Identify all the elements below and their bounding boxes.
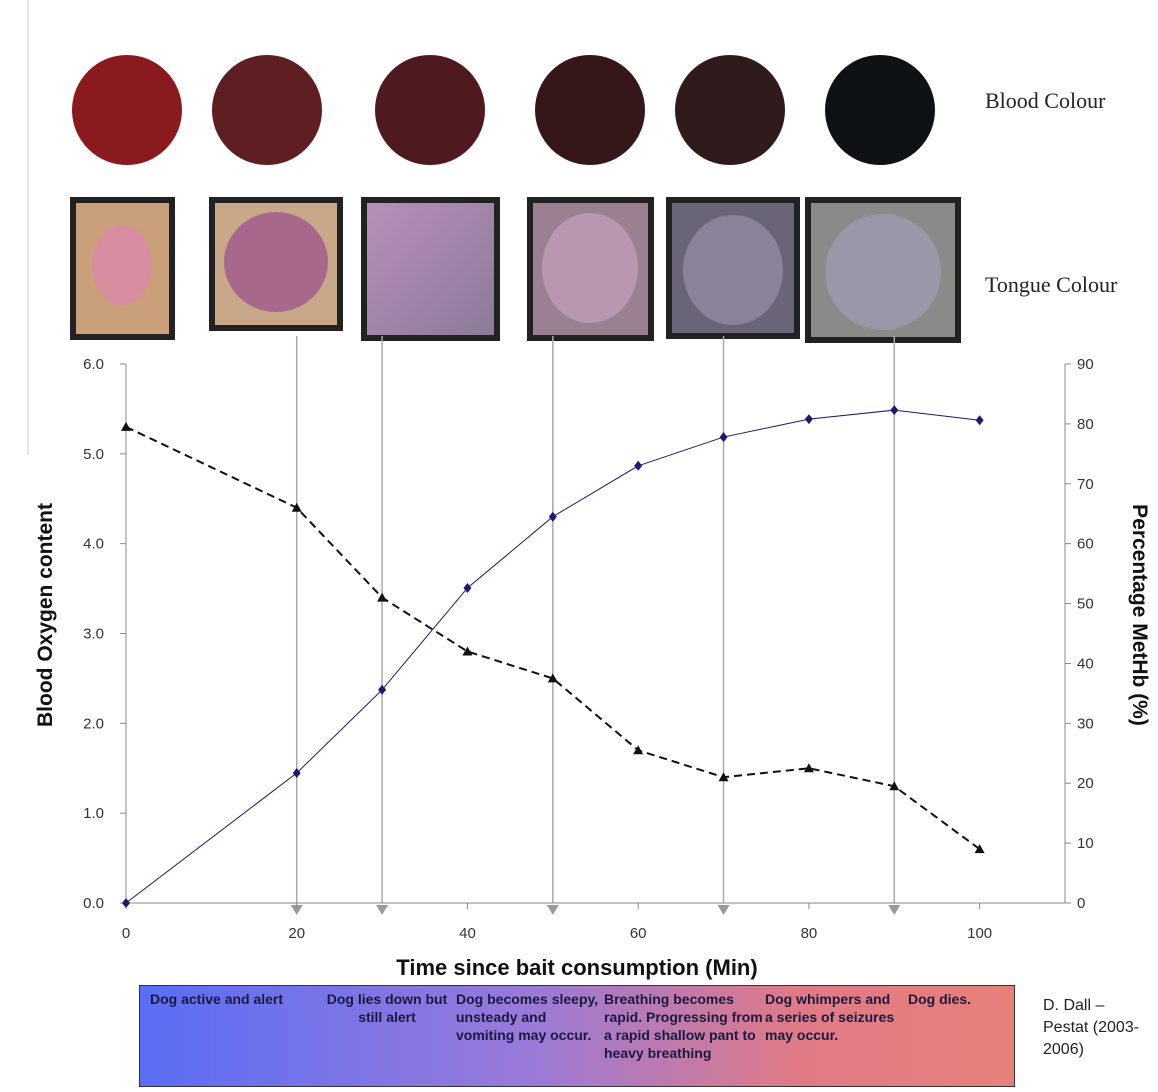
- y-tick-label: 0.0: [83, 895, 104, 912]
- stage-text: Dog whimpers and a series of seizures ma…: [765, 991, 895, 1043]
- x-tick-label: 60: [630, 925, 647, 942]
- series-marker: [377, 592, 388, 602]
- y2-tick-label: 50: [1077, 596, 1094, 613]
- series-marker: [633, 745, 644, 755]
- stage-text: Dog becomes sleepy, unsteady and vomitin…: [456, 991, 599, 1043]
- reference-marker: [717, 905, 730, 915]
- blood-circle: [535, 55, 645, 165]
- series-marker: [463, 582, 472, 593]
- blood-circle: [375, 55, 485, 165]
- series-marker: [547, 673, 558, 683]
- x-tick-label: 100: [967, 925, 992, 942]
- y2-tick-label: 30: [1077, 715, 1094, 732]
- x-axis-title: Time since bait consumption (Min): [396, 955, 757, 980]
- y2-tick-label: 90: [1077, 356, 1094, 373]
- series-marker: [121, 421, 131, 431]
- x-tick-label: 80: [801, 925, 818, 942]
- series-marker: [378, 684, 387, 695]
- y-axis-title: Blood Oxygen content: [34, 503, 57, 727]
- series-marker: [974, 844, 985, 854]
- reference-marker: [376, 905, 389, 915]
- y-tick-label: 6.0: [83, 356, 104, 373]
- series-marker: [548, 511, 557, 522]
- blood-circle: [825, 55, 935, 165]
- series-marker: [291, 502, 302, 512]
- series-marker: [718, 772, 729, 782]
- series-marker: [975, 415, 984, 426]
- blood-circle: [72, 55, 182, 165]
- y-tick-label: 2.0: [83, 715, 104, 732]
- tongue-label: Tongue Colour: [985, 272, 1118, 297]
- y2-tick-label: 10: [1077, 835, 1094, 852]
- y-tick-label: 4.0: [83, 536, 104, 553]
- y2-tick-label: 70: [1077, 476, 1094, 493]
- stage-bar: Dog active and alert Dog lies down but st…: [139, 985, 1015, 1087]
- series-marker: [803, 763, 814, 773]
- y2-tick-label: 40: [1077, 655, 1094, 672]
- y-tick-label: 1.0: [83, 805, 104, 822]
- credit: D. Dall – Pestat (2003-2006): [1043, 997, 1140, 1058]
- series-line: [125, 425, 981, 850]
- series-marker: [634, 460, 643, 471]
- x-tick-label: 40: [459, 925, 476, 942]
- y2-tick-label: 60: [1077, 536, 1094, 553]
- blood-label: Blood Colour: [985, 88, 1106, 113]
- y-tick-label: 3.0: [83, 626, 104, 643]
- series-marker: [462, 646, 473, 656]
- series-marker: [889, 781, 900, 791]
- stage-text: Breathing becomes rapid. Progressing fro…: [604, 991, 763, 1061]
- reference-marker: [546, 905, 559, 915]
- series-marker: [719, 432, 728, 443]
- tongue-photos: [70, 197, 961, 343]
- series-marker: [122, 898, 130, 908]
- stage-text: Dog dies.: [908, 991, 972, 1007]
- series-marker: [292, 768, 301, 779]
- reference-marker: [290, 905, 303, 915]
- y2-tick-label: 80: [1077, 416, 1094, 433]
- series-marker: [890, 405, 899, 416]
- x-tick-label: 0: [122, 925, 130, 942]
- y-tick-label: 5.0: [83, 446, 104, 463]
- chart: Blood Colour Tongue Colour 0.0 1.0 2.0 3.0 4…: [27, 0, 1151, 980]
- stage-text: Dog active and alert: [150, 991, 284, 1007]
- stage-text: Dog lies down but still alert: [326, 991, 448, 1025]
- series-marker: [804, 414, 813, 425]
- y2-tick-label: 20: [1077, 775, 1094, 792]
- reference-marker: [888, 905, 901, 915]
- x-tick-label: 20: [288, 925, 305, 942]
- y2-tick-label: 0: [1077, 895, 1085, 912]
- blood-circle: [212, 55, 322, 165]
- blood-circle: [675, 55, 785, 165]
- y2-axis-title: Percentage MetHb (%): [1128, 504, 1151, 726]
- series-line: [125, 409, 980, 904]
